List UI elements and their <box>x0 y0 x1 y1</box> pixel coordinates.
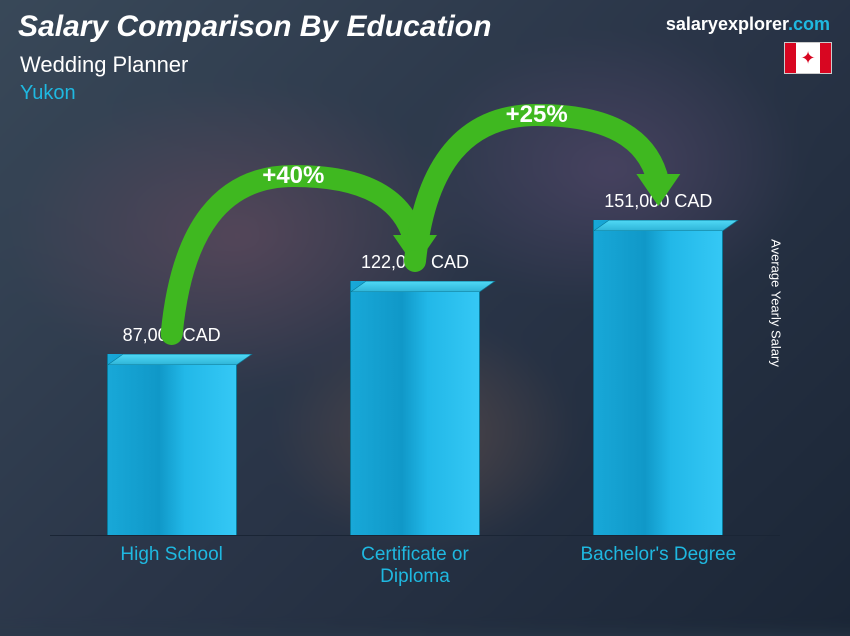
bar-category-label: Certificate or Diploma <box>325 544 505 588</box>
delta-label-1: +25% <box>506 101 568 128</box>
delta-arc-0 <box>172 176 415 334</box>
bar-category-label: Bachelor's Degree <box>568 544 748 566</box>
brand-suffix: .com <box>788 14 830 34</box>
bar-chart: 87,000 CADHigh School122,000 CADCertific… <box>50 140 780 536</box>
bar-category-label: High School <box>82 544 262 566</box>
chart-container: Salary Comparison By Education Wedding P… <box>0 0 850 606</box>
canada-flag-icon: ✦ <box>784 42 832 74</box>
delta-arc-1 <box>415 115 658 261</box>
maple-leaf-icon: ✦ <box>800 49 815 67</box>
delta-arrows: +40% +25% <box>50 20 780 536</box>
delta-arrowhead-1 <box>636 174 680 206</box>
delta-label-0: +40% <box>262 162 324 189</box>
